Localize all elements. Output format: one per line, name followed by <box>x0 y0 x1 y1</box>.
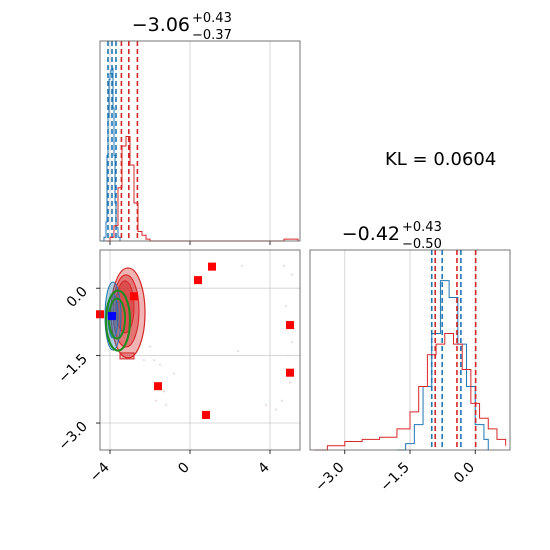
red-histogram <box>106 136 299 242</box>
scatter-point <box>281 399 283 402</box>
red-square-marker <box>286 321 294 330</box>
scatter-point <box>291 273 293 276</box>
scatter-point <box>153 359 155 362</box>
bottom-left-panel: −4 0 4 0.0 −1.5 −3.0 <box>55 249 301 485</box>
bottom-right-panel: −3.0 −1.5 0.0 −0.42 +0.43 −0.50 <box>309 220 511 495</box>
blue-square-marker <box>108 312 116 321</box>
scatter-point <box>275 408 277 411</box>
y-tick-label: −3.0 <box>55 419 90 454</box>
x-tick-label: −4 <box>87 459 113 485</box>
y-tick-label: 0.0 <box>64 284 91 311</box>
green-contour-outer <box>104 289 132 352</box>
bottom-right-title-minus: −0.50 <box>402 237 442 252</box>
scatter-point <box>285 305 287 308</box>
red-histogram <box>314 333 507 451</box>
scatter-point <box>287 354 289 357</box>
top-left-frame <box>99 40 301 242</box>
red-contour-tail <box>119 352 135 360</box>
top-left-title-value: −3.06 <box>132 14 190 36</box>
red-square-marker <box>202 410 210 419</box>
kl-label: KL = 0.0604 <box>385 149 496 170</box>
top-left-panel: −3.06 +0.43 −0.37 <box>99 11 301 245</box>
y-tick-label: −1.5 <box>55 351 90 386</box>
scatter-point <box>159 363 161 366</box>
scatter-point <box>265 404 267 406</box>
x-tick-label: −1.5 <box>377 460 412 495</box>
scatter-point <box>163 390 165 393</box>
scatter-point <box>149 345 151 348</box>
top-left-title-plus: +0.43 <box>192 11 232 26</box>
x-tick-label: −3.0 <box>312 460 347 495</box>
scatter-point <box>155 399 157 402</box>
red-square-marker <box>154 382 162 391</box>
blue-histogram <box>102 67 121 242</box>
red-square-marker <box>286 368 294 377</box>
x-tick-label: 4 <box>255 459 273 477</box>
red-square-marker <box>130 292 138 301</box>
scatter-point <box>173 372 175 375</box>
x-tick-label: 0 <box>175 460 193 478</box>
scatter-point <box>165 404 167 406</box>
blue-histogram <box>396 280 489 451</box>
scatter-point <box>291 341 293 344</box>
red-square-marker <box>194 276 202 285</box>
red-square-marker <box>208 262 216 271</box>
scatter-point <box>143 359 145 362</box>
bottom-right-title-plus: +0.43 <box>402 220 442 235</box>
scatter-point <box>283 264 285 267</box>
scatter-point <box>289 381 291 384</box>
top-left-title-minus: −0.37 <box>192 28 232 43</box>
bottom-right-title-value: −0.42 <box>342 223 400 245</box>
scatter-point <box>237 350 239 353</box>
scatter-point <box>241 264 243 267</box>
bottom-left-frame <box>99 249 301 451</box>
x-tick-label: 0.0 <box>451 460 478 487</box>
